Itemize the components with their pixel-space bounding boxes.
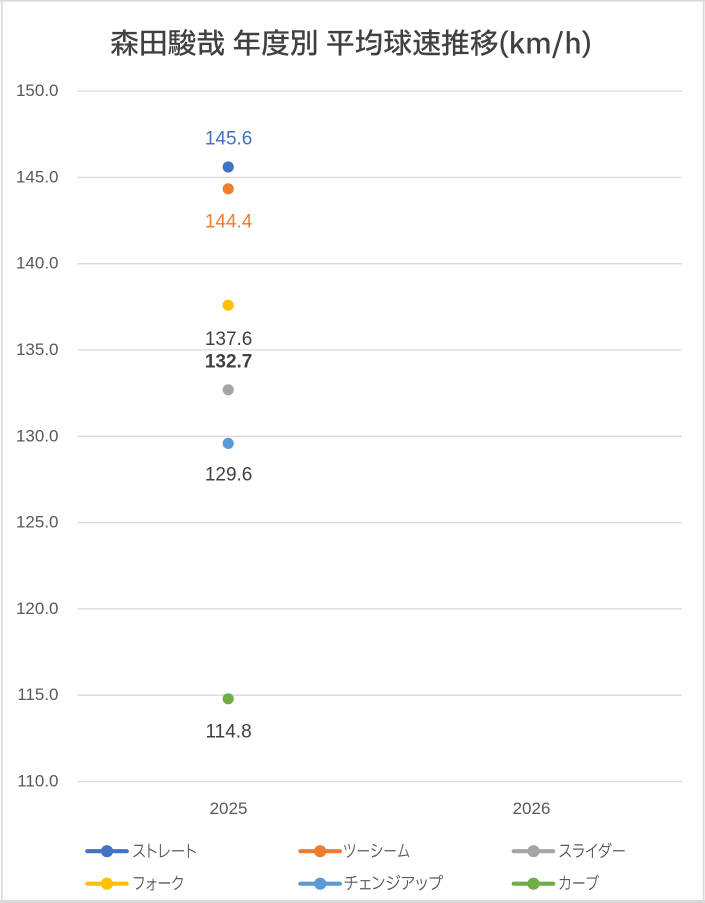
svg-text:144.4: 144.4 — [205, 211, 253, 232]
svg-text:2026: 2026 — [513, 799, 551, 818]
svg-text:140.0: 140.0 — [16, 254, 59, 273]
svg-text:110.0: 110.0 — [17, 772, 58, 791]
svg-text:150.0: 150.0 — [16, 81, 59, 100]
svg-text:125.0: 125.0 — [16, 513, 59, 532]
svg-text:120.0: 120.0 — [16, 599, 59, 618]
svg-text:135.0: 135.0 — [16, 340, 59, 359]
svg-text:145.0: 145.0 — [16, 167, 59, 186]
svg-text:114.8: 114.8 — [206, 722, 252, 743]
svg-text:130.0: 130.0 — [16, 426, 59, 445]
svg-text:115.0: 115.0 — [17, 685, 58, 704]
svg-text:145.6: 145.6 — [205, 128, 253, 149]
svg-text:2025: 2025 — [210, 799, 248, 818]
svg-text:129.6: 129.6 — [205, 464, 253, 485]
svg-text:132.7: 132.7 — [205, 351, 253, 372]
svg-text:137.6: 137.6 — [205, 329, 253, 350]
